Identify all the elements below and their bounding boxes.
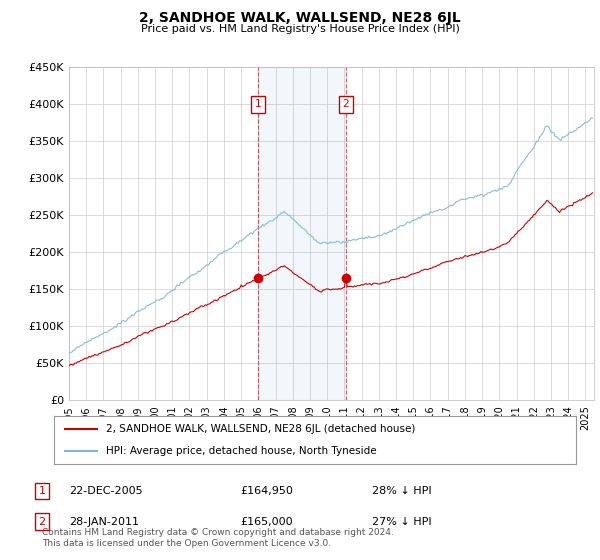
- Text: 1: 1: [254, 99, 261, 109]
- Text: 28-JAN-2011: 28-JAN-2011: [69, 517, 139, 526]
- Text: 27% ↓ HPI: 27% ↓ HPI: [372, 517, 431, 526]
- Text: 2: 2: [343, 99, 349, 109]
- Text: 22-DEC-2005: 22-DEC-2005: [69, 486, 143, 496]
- Text: £165,000: £165,000: [240, 517, 293, 526]
- Text: 2, SANDHOE WALK, WALLSEND, NE28 6JL: 2, SANDHOE WALK, WALLSEND, NE28 6JL: [139, 11, 461, 25]
- Text: Price paid vs. HM Land Registry's House Price Index (HPI): Price paid vs. HM Land Registry's House …: [140, 24, 460, 34]
- Text: 1: 1: [38, 486, 46, 496]
- Text: £164,950: £164,950: [240, 486, 293, 496]
- Text: 28% ↓ HPI: 28% ↓ HPI: [372, 486, 431, 496]
- Text: 2: 2: [38, 517, 46, 526]
- Text: HPI: Average price, detached house, North Tyneside: HPI: Average price, detached house, Nort…: [106, 446, 377, 456]
- Text: 2, SANDHOE WALK, WALLSEND, NE28 6JL (detached house): 2, SANDHOE WALK, WALLSEND, NE28 6JL (det…: [106, 424, 416, 434]
- Text: Contains HM Land Registry data © Crown copyright and database right 2024.
This d: Contains HM Land Registry data © Crown c…: [42, 528, 394, 548]
- Bar: [258, 67, 346, 400]
